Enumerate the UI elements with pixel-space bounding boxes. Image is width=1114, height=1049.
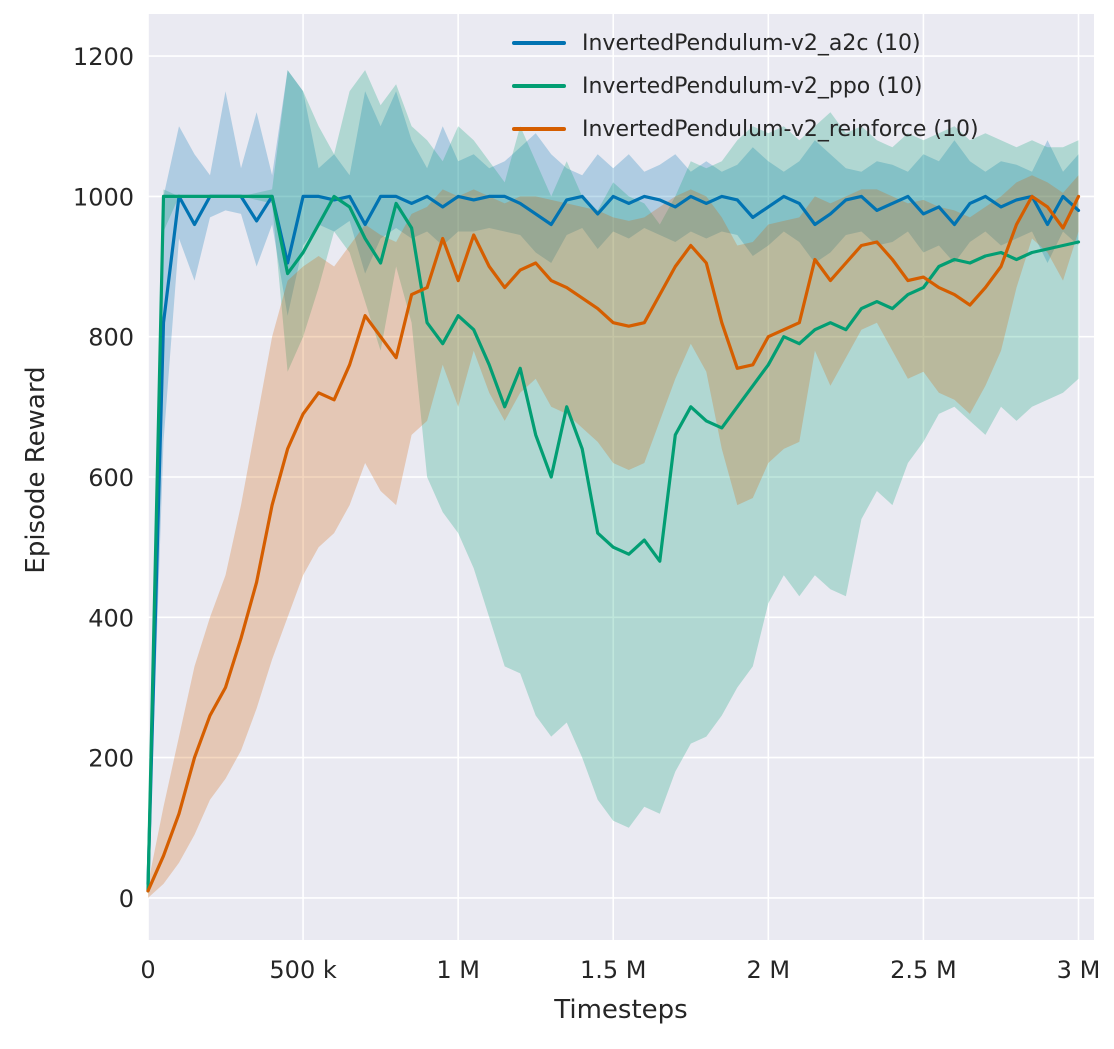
mean-line-reinforce — [146, 194, 1081, 893]
y-tick-label: 400 — [88, 604, 134, 632]
legend-label-reinforce: InvertedPendulum-v2_reinforce (10) — [582, 116, 979, 142]
mean-line-ppo — [146, 194, 1081, 893]
legend-item-ppo: InvertedPendulum-v2_ppo (10) — [512, 69, 979, 103]
x-tick-label: 2.5 M — [890, 956, 957, 984]
legend-label-ppo: InvertedPendulum-v2_ppo (10) — [582, 73, 923, 99]
y-tick-label: 800 — [88, 324, 134, 352]
legend-line-swatch-reinforce — [512, 127, 566, 131]
y-tick-label: 1200 — [73, 43, 134, 71]
legend-label-a2c: InvertedPendulum-v2_a2c (10) — [582, 30, 921, 56]
confidence-band-reinforce — [148, 175, 1079, 898]
y-tick-label: 200 — [88, 745, 134, 773]
mean-line-a2c — [146, 194, 1081, 886]
x-axis-label: Timesteps — [554, 995, 688, 1025]
tick-labels: 0 500 k 1 M 1.5 M 2 M 2.5 M 3 M 0 200 400 600 800 10… — [73, 43, 1100, 984]
gridlines — [147, 14, 1094, 940]
y-tick-label: 600 — [88, 464, 134, 492]
legend-item-a2c: InvertedPendulum-v2_a2c (10) — [512, 26, 979, 60]
confidence-band-ppo — [148, 70, 1079, 898]
y-axis-label: Episode Reward — [21, 366, 51, 574]
x-tick-label: 2 M — [747, 956, 791, 984]
legend-item-reinforce: InvertedPendulum-v2_reinforce (10) — [512, 112, 979, 146]
y-tick-label: 0 — [119, 885, 134, 913]
x-tick-label: 0 — [140, 956, 155, 984]
x-tick-label: 1 M — [436, 956, 480, 984]
y-tick-label: 1000 — [73, 183, 134, 211]
x-tick-label: 1.5 M — [580, 956, 647, 984]
x-tick-label: 3 M — [1057, 956, 1101, 984]
legend: InvertedPendulum-v2_a2c (10) InvertedPen… — [512, 26, 979, 146]
x-tick-label: 500 k — [269, 956, 336, 984]
legend-line-swatch-ppo — [512, 84, 566, 88]
legend-line-swatch-a2c — [512, 41, 566, 45]
